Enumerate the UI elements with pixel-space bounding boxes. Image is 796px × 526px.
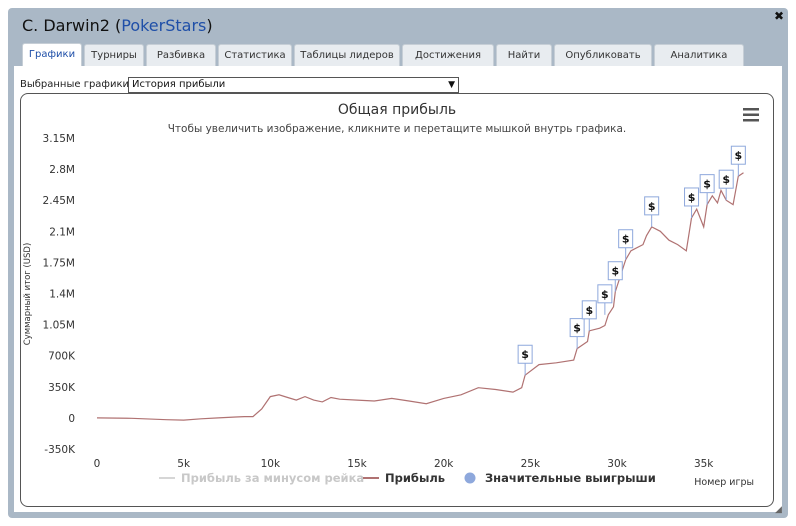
- series-line-profit: [96, 172, 744, 421]
- profit-chart[interactable]: Общая прибыль Чтобы увеличить изображени…: [21, 94, 773, 506]
- y-tick-label: 3.15M: [43, 133, 75, 145]
- big-win-flag[interactable]: $: [569, 318, 585, 349]
- chart-selector-value: История прибыли: [132, 79, 226, 90]
- big-win-flag-label: $: [521, 348, 529, 361]
- tab-7[interactable]: Найти: [496, 44, 552, 66]
- chart-subtitle: Чтобы увеличить изображение, кликните и …: [168, 123, 627, 135]
- legend-label: Прибыль: [385, 471, 445, 485]
- chart-container[interactable]: Общая прибыль Чтобы увеличить изображени…: [20, 93, 774, 507]
- chart-selector-label: Выбранные графики:: [20, 79, 133, 90]
- y-tick-label: 2.45M: [43, 195, 75, 207]
- legend-marker: [464, 472, 476, 484]
- big-win-flag[interactable]: $: [517, 344, 533, 376]
- y-tick-label: 0: [68, 413, 75, 425]
- y-tick-label: 1.05M: [43, 320, 75, 332]
- chevron-down-icon: ▼: [448, 80, 455, 90]
- y-axis-label: Суммарный итог (USD): [23, 243, 33, 346]
- big-win-flag-label: $: [622, 233, 630, 246]
- big-win-flag[interactable]: $: [607, 261, 623, 292]
- x-tick-label: 20k: [434, 458, 454, 470]
- close-icon[interactable]: ✖: [774, 9, 785, 23]
- big-win-flag-label: $: [703, 178, 711, 191]
- chart-selector[interactable]: История прибыли ▼: [128, 77, 459, 93]
- x-tick-label: 25k: [521, 458, 541, 470]
- big-win-flag-label: $: [585, 304, 593, 317]
- tab-2[interactable]: Турниры: [84, 44, 144, 66]
- tab-3[interactable]: Разбивка: [146, 44, 216, 66]
- y-tick-label: 2.1M: [49, 226, 75, 238]
- big-win-flag[interactable]: $: [581, 300, 597, 331]
- y-tick-label: 350K: [48, 382, 76, 394]
- y-tick-label: -350K: [44, 444, 76, 456]
- resize-grip-icon[interactable]: ◢: [775, 505, 782, 515]
- big-win-flag-label: $: [735, 149, 743, 162]
- legend-label: Значительные выигрыши: [485, 471, 656, 485]
- y-tick-label: 1.75M: [43, 257, 75, 269]
- x-tick-label: 15k: [347, 458, 367, 470]
- chart-title: Общая прибыль: [338, 102, 456, 118]
- big-win-flag-label: $: [722, 173, 730, 186]
- big-win-flag-label: $: [648, 200, 656, 213]
- x-tick-label: 35k: [694, 458, 714, 470]
- legend-item[interactable]: Прибыль: [363, 471, 445, 485]
- y-tick-label: 700K: [48, 351, 76, 363]
- big-win-flag-label: $: [601, 288, 609, 301]
- legend-item[interactable]: Значительные выигрыши: [464, 471, 656, 485]
- hamburger-menu-icon[interactable]: [743, 108, 759, 122]
- window-title: C. Darwin2 (PokerStars): [22, 16, 213, 35]
- x-tick-label: 10k: [261, 458, 281, 470]
- tab-9[interactable]: Аналитика: [654, 44, 744, 66]
- x-tick-label: 0: [94, 458, 101, 470]
- big-win-flag-label: $: [573, 322, 581, 335]
- y-tick-label: 1.4M: [49, 289, 75, 301]
- x-tick-label: 30k: [607, 458, 627, 470]
- big-win-flag[interactable]: $: [684, 187, 700, 218]
- tab-6[interactable]: Достижения: [402, 44, 494, 66]
- tab-5[interactable]: Таблицы лидеров: [294, 44, 400, 66]
- big-win-flag[interactable]: $: [718, 169, 734, 201]
- legend-item[interactable]: Прибыль за минусом рейка: [159, 471, 364, 485]
- x-tick-label: 5k: [177, 458, 191, 470]
- big-win-flag[interactable]: $: [730, 145, 746, 177]
- player-name: C. Darwin2: [22, 16, 110, 35]
- tab-4[interactable]: Статистика: [218, 44, 292, 66]
- legend-label: Прибыль за минусом рейка: [181, 471, 364, 485]
- y-tick-label: 2.8M: [49, 164, 75, 176]
- big-win-flag[interactable]: $: [597, 284, 613, 315]
- big-win-flag[interactable]: $: [618, 229, 634, 260]
- big-win-flag[interactable]: $: [644, 196, 660, 227]
- site-link[interactable]: PokerStars: [121, 16, 207, 35]
- big-win-flag-label: $: [688, 191, 696, 204]
- x-axis-label: Номер игры: [694, 477, 754, 488]
- big-win-flag[interactable]: $: [699, 174, 715, 205]
- tab-1[interactable]: Графики: [22, 43, 82, 68]
- tab-8[interactable]: Опубликовать: [554, 44, 652, 66]
- big-win-flag-label: $: [611, 265, 619, 278]
